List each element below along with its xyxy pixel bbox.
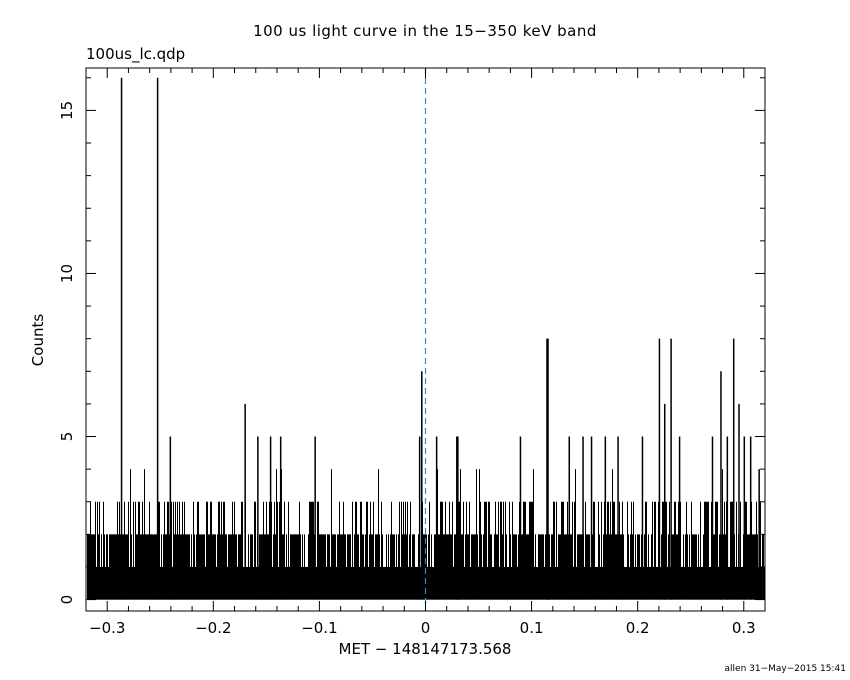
x-axis-label: MET − 148147173.568 [338, 640, 512, 658]
x-tick-label: −0.3 [89, 619, 125, 637]
y-tick-label: 0 [58, 595, 76, 605]
file-name-label: 100us_lc.qdp [86, 45, 186, 63]
y-tick-label: 15 [58, 101, 76, 120]
x-tick-label: −0.1 [301, 619, 337, 637]
x-tick-label: 0 [421, 619, 431, 637]
x-tick-label: 0.1 [520, 619, 544, 637]
y-tick-label: 10 [58, 264, 76, 283]
light-curve-peaks [120, 77, 760, 600]
x-tick-label: −0.2 [195, 619, 231, 637]
footer-stamp: allen 31−May−2015 15:41 [724, 664, 846, 674]
y-tick-label: 5 [58, 432, 76, 442]
x-axis-ticks: −0.3 −0.2 −0.1 0 0.1 0.2 0.3 [85, 68, 766, 637]
x-tick-label: 0.3 [732, 619, 756, 637]
y-axis-label: Counts [29, 313, 47, 367]
chart-title: 100 us light curve in the 15−350 keV ban… [253, 22, 597, 40]
y-axis-ticks: 0 5 10 15 [58, 77, 765, 605]
x-tick-label: 0.2 [626, 619, 650, 637]
